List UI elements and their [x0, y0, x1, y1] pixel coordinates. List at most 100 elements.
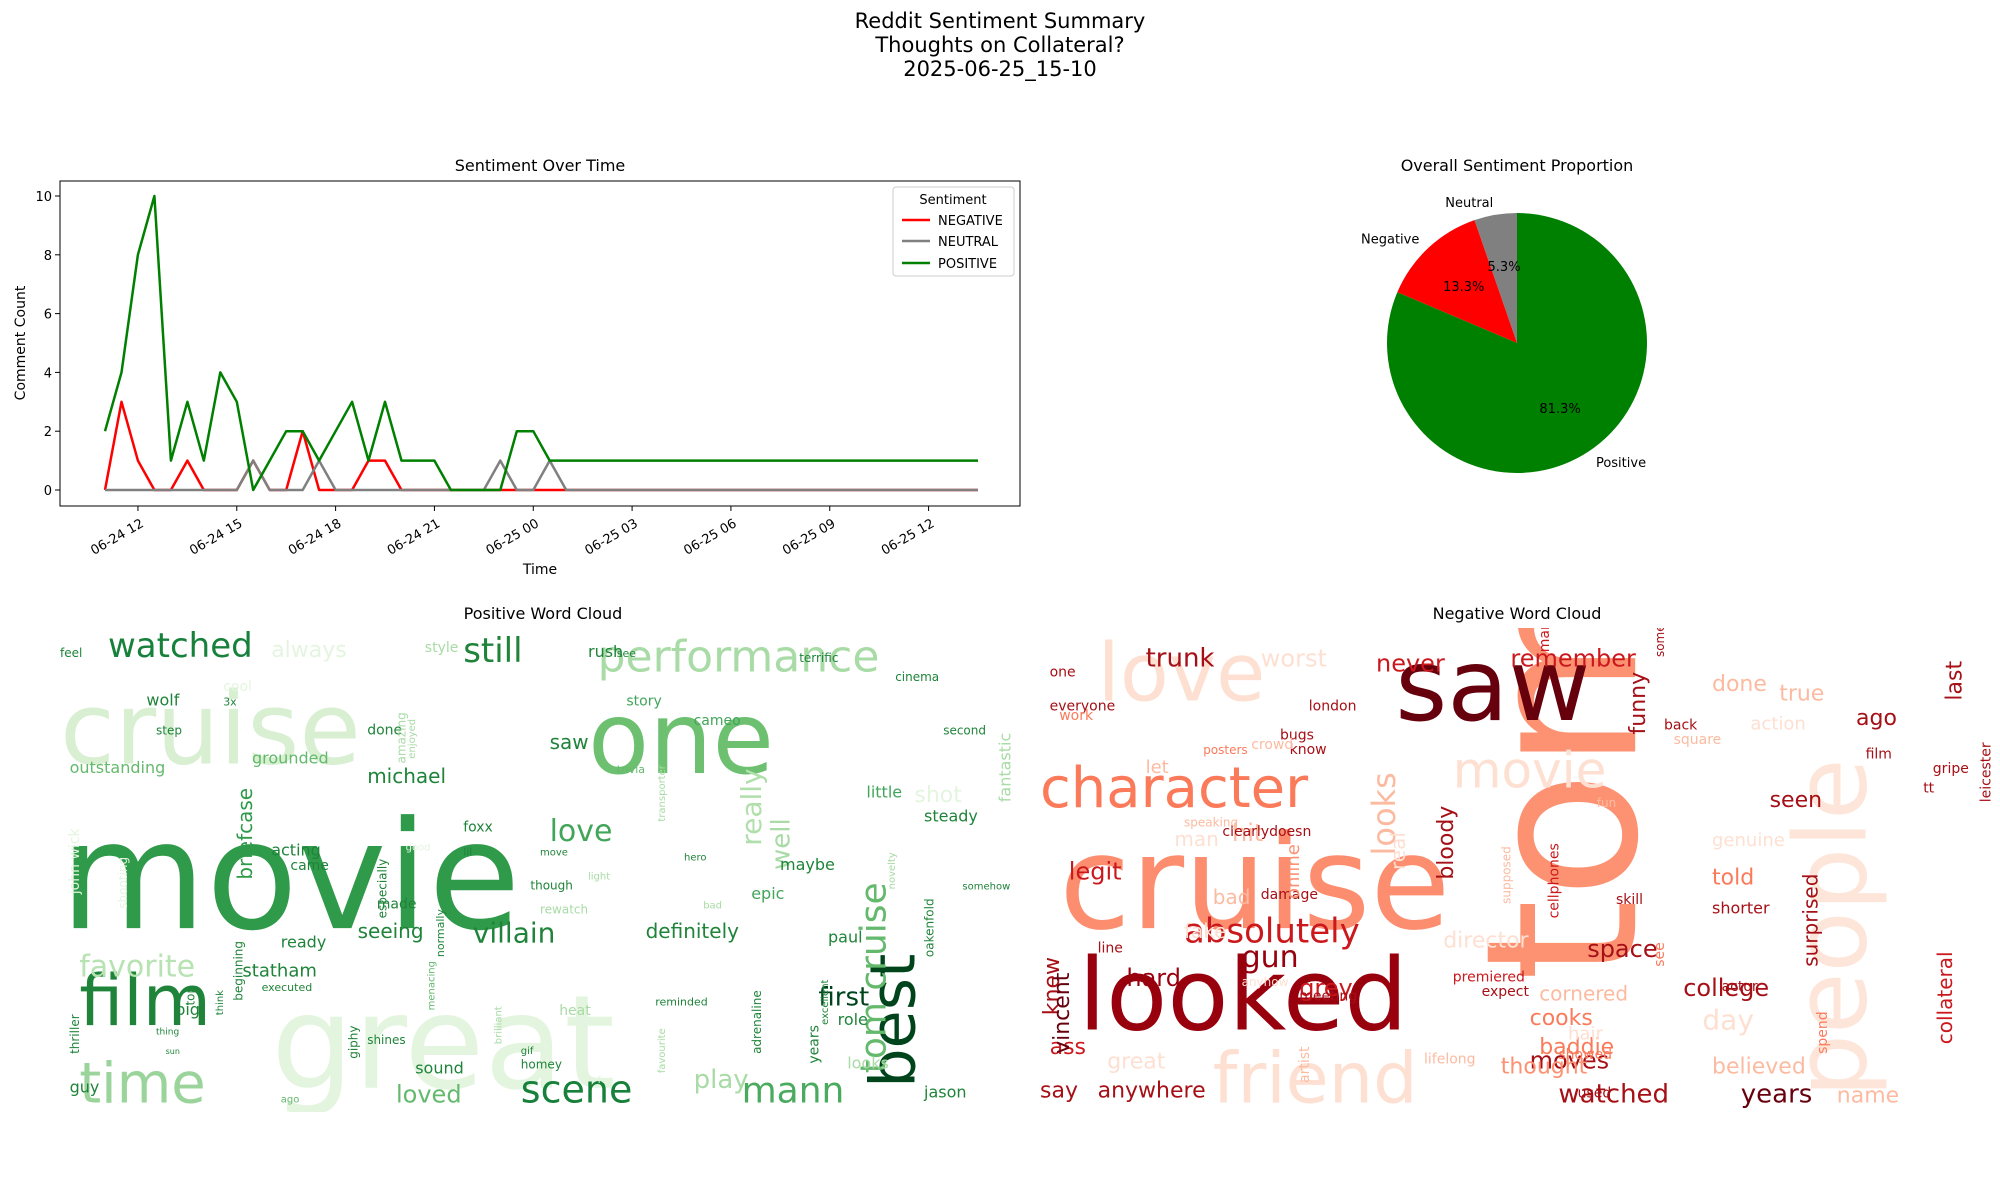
legend-box [892, 186, 1015, 277]
pie-slice-negative [1397, 220, 1517, 343]
word-cloud-word: tt [1923, 781, 1934, 797]
word-cloud-word: seeing [358, 919, 424, 943]
word-cloud-word: novelty [887, 852, 898, 889]
y-tick-label: 8 [44, 249, 52, 264]
word-cloud-word: spend [1815, 1011, 1831, 1054]
legend-label-negative: NEGATIVE [938, 214, 1003, 229]
word-cloud-word: gif [521, 1046, 534, 1057]
word-cloud-word: adrenaline [750, 990, 764, 1054]
word-cloud-word: watched [108, 626, 253, 666]
word-cloud-word: character [1040, 756, 1309, 821]
x-tick-label: 06-25 09 [780, 516, 838, 558]
pie-chart: Overall Sentiment Proportion Neutral 5.3%… [1361, 156, 1647, 473]
word-cloud-word: told [1712, 866, 1754, 891]
word-cloud-word: trunk [1146, 644, 1215, 674]
word-cloud-word: cruise [1059, 807, 1450, 959]
word-cloud-word: giphy [347, 1025, 361, 1058]
line-chart-series [103, 194, 978, 492]
x-tick-label: 06-25 12 [879, 516, 937, 558]
word-cloud-word: meeting [1299, 989, 1357, 1005]
word-cloud-word: performance [598, 632, 880, 683]
word-cloud-word: square [1674, 732, 1722, 748]
line-chart-title: Sentiment Over Time [455, 156, 626, 175]
word-cloud-word: man [1174, 827, 1218, 851]
series-line-positive [103, 194, 978, 492]
word-cloud-word: mann [742, 1070, 845, 1111]
word-cloud-word: thriller [68, 1014, 82, 1054]
word-cloud-word: genuine [1712, 830, 1785, 851]
word-cloud-word: excellent [820, 979, 831, 1024]
word-cloud-word: john wick [67, 828, 83, 896]
word-cloud-word: ass [1050, 1035, 1086, 1060]
pie-slice-neutral [1474, 213, 1517, 343]
word-cloud-word: transporter [657, 764, 668, 821]
word-cloud-word: favourite [657, 1028, 668, 1073]
word-cloud-word: menacing [426, 961, 437, 1010]
word-cloud-word: never [1376, 650, 1445, 678]
word-cloud-word: thing [156, 1028, 179, 1038]
y-tick-label: 0 [44, 484, 52, 499]
negative-word-cloud-title: Negative Word Cloud [1433, 604, 1602, 623]
word-cloud-word: space [1587, 935, 1657, 963]
word-cloud-word: cornered [1539, 982, 1628, 1006]
word-cloud-word: supposed [1499, 846, 1513, 904]
word-cloud-word: still [463, 631, 522, 671]
word-cloud-word: feel [60, 646, 82, 660]
word-cloud-word: saw [550, 730, 589, 754]
word-cloud-word: think [215, 990, 226, 1015]
word-cloud-word: cellphones [1546, 843, 1562, 918]
word-cloud-word: film [79, 960, 211, 1042]
word-cloud-word: action [1750, 714, 1805, 735]
word-cloud-word: premiered [1453, 969, 1525, 985]
word-cloud-word: terrific [799, 651, 838, 665]
word-cloud-word: beginning [231, 941, 245, 1001]
word-cloud-word: hard [1126, 964, 1181, 992]
word-cloud-word: ago [1856, 706, 1897, 731]
word-cloud-word: executed [262, 981, 313, 994]
word-cloud-word: good [406, 843, 431, 854]
word-cloud-word: movie [60, 790, 521, 964]
word-cloud-word: grey [1299, 974, 1353, 1002]
pie-pct-positive: 81.3% [1539, 402, 1580, 417]
word-cloud-word: normally [434, 909, 447, 958]
line-chart-y-ticks: 0 2 4 6 8 10 [35, 190, 60, 499]
word-cloud-word: gripe [1933, 761, 1969, 777]
x-tick-label: 06-25 06 [681, 516, 739, 558]
y-tick-label: 2 [44, 425, 52, 440]
word-cloud-word: tom [1440, 566, 1685, 981]
word-cloud-word: big [175, 1000, 200, 1019]
word-cloud-word: role [838, 1010, 868, 1029]
word-cloud-word: true [1779, 682, 1824, 707]
word-cloud-word: watched [1558, 1079, 1669, 1109]
word-cloud-word: second [943, 723, 986, 737]
word-cloud-word: briefcase [233, 788, 257, 880]
pie-slices [1386, 213, 1647, 473]
legend-title: Sentiment [919, 193, 986, 208]
word-cloud-word: lil [463, 845, 472, 858]
word-cloud-word: actor [1722, 979, 1758, 995]
word-cloud-word: definitely [646, 919, 740, 943]
word-cloud-word: gun [1242, 940, 1299, 975]
word-cloud-word: shooting [116, 857, 130, 909]
line-chart-axes-frame [59, 180, 1021, 507]
word-cloud-word: fantastic [995, 733, 1014, 803]
pie-label-negative: Negative [1361, 233, 1419, 248]
word-cloud-word: guy [70, 1078, 100, 1097]
word-cloud-word: story [626, 693, 661, 709]
word-cloud-word: love [550, 814, 613, 849]
series-line-neutral [105, 459, 978, 492]
word-cloud-word: artist [1297, 1046, 1313, 1083]
word-cloud-word: great [271, 967, 615, 1119]
word-cloud-word: anywhere [1098, 1078, 1206, 1103]
word-cloud-word: time [79, 1051, 206, 1116]
word-cloud-word: lifelong [1424, 1052, 1476, 1068]
word-cloud-word: years [1741, 1079, 1813, 1109]
word-cloud-word: heat [559, 1003, 591, 1019]
word-cloud-word: first [818, 983, 869, 1013]
positive-word-cloud-title: Positive Word Cloud [464, 604, 623, 623]
word-cloud-word: hero [684, 852, 707, 863]
word-cloud-word: everyone [1050, 698, 1116, 714]
word-cloud-word: shines [367, 1033, 405, 1047]
